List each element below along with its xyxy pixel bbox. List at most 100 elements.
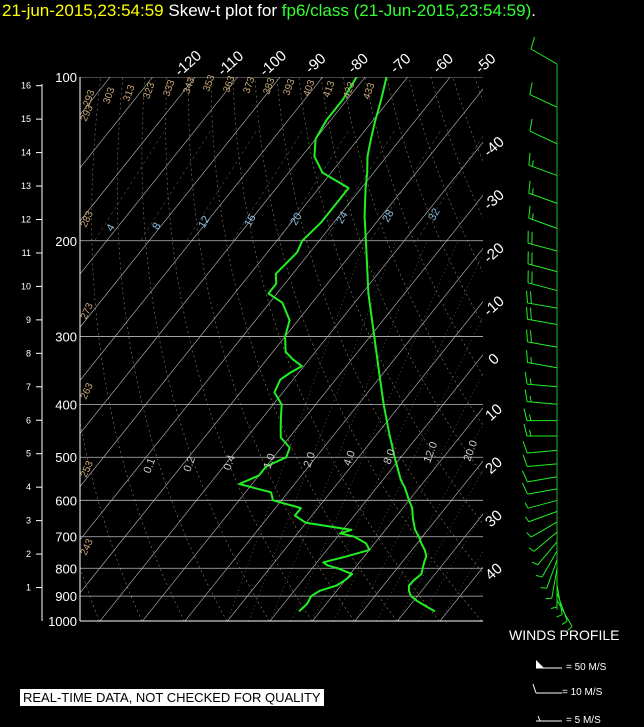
pressure-tick-label: 700: [55, 530, 77, 545]
height-tick-label: 7: [26, 382, 31, 392]
isotherm-line: [80, 88, 483, 594]
wind-barb: [527, 318, 558, 326]
wind-barb: [530, 521, 558, 538]
height-tick-label: 3: [26, 516, 31, 526]
moist-adiabat-line: [397, 469, 483, 621]
dry-adiabat-line: [607, 77, 644, 621]
pressure-tick-label: 300: [55, 330, 77, 345]
chart-series: [238, 77, 436, 613]
wind-barb: [527, 463, 558, 467]
header-station: fp6/class (21-Jun-2015,23:54:59): [281, 1, 532, 20]
isotherm-tick-label: -100: [256, 47, 290, 80]
moist-adiabat-label: 0.2: [182, 455, 199, 473]
mixing-ratio-line: [278, 129, 350, 241]
height-tick-label: 4: [26, 482, 31, 492]
pressure-tick-label: 600: [55, 493, 77, 508]
dry-adiabat-line: [320, 77, 483, 476]
wind-barb-flag: [530, 36, 535, 50]
height-tick-label: 15: [21, 114, 31, 124]
wind-barb-half-flag: [535, 574, 543, 578]
pressure-tick-label: 200: [55, 234, 77, 249]
wind-barb-flag: [521, 482, 528, 495]
wind-barb-half-flag: [528, 547, 535, 552]
height-tick-label: 14: [21, 148, 31, 158]
isotherm-tick-label: 10: [482, 401, 506, 425]
wind-barb-half-flag: [526, 532, 532, 538]
wind-barb: [527, 282, 558, 292]
wind-barb: [527, 488, 558, 495]
moist-adiabat-line: [291, 240, 459, 621]
height-tick-label: 13: [21, 181, 31, 191]
mixing-ratio-line: [416, 135, 483, 241]
isotherm-line: [439, 566, 483, 621]
wind-barb-flag: [526, 329, 528, 342]
dry-adiabat-line: [232, 77, 440, 621]
wind-barb-half-flag: [567, 625, 573, 631]
dewpoint-trace: [238, 77, 371, 613]
moist-adiabat-line: [439, 551, 483, 621]
dry-adiabat-line: [408, 77, 483, 273]
wind-barb: [527, 499, 558, 509]
pressure-tick-label: 1000: [48, 614, 77, 629]
wind-barb: [546, 559, 558, 589]
wind-barb-half-flag: [556, 614, 563, 618]
wind-barb-flag: [528, 205, 531, 219]
pressure-tick-label: 800: [55, 561, 77, 576]
chart-grid: [80, 77, 644, 621]
wind-barb-half-flag: [524, 516, 530, 523]
dry-adiabat-line: [91, 77, 185, 621]
moist-adiabat-label: 0.1: [142, 457, 159, 475]
isotherm-line: [99, 141, 483, 621]
moist-adiabat-line: [376, 423, 483, 621]
dry-adiabat-label: 413: [321, 79, 337, 99]
dry-adiabat-left-label: 253: [79, 459, 96, 479]
wind-barb-flag: [526, 350, 528, 363]
pressure-tick-label: 900: [55, 589, 77, 604]
wind-barb-half-flag: [532, 213, 534, 220]
wind-barb-flag: [522, 441, 528, 454]
dry-adiabat-line: [474, 77, 483, 102]
pressure-tick-label: 500: [55, 450, 77, 465]
isotherm-tick-label: -40: [480, 133, 507, 160]
mixing-ratio-label: 20: [288, 211, 305, 228]
legend-full-barb: [532, 683, 537, 694]
dry-adiabat-line: [298, 77, 483, 525]
wind-barb-half-flag: [529, 414, 532, 421]
height-tick-label: 16: [21, 81, 31, 91]
isotherm-line: [269, 354, 483, 621]
dry-adiabat-line: [141, 77, 270, 621]
wind-barb-half-flag: [524, 502, 529, 509]
isotherm-line: [354, 460, 483, 621]
dry-adiabat-label: 303: [101, 86, 117, 106]
mixing-ratio-label: 4: [104, 222, 117, 233]
height-tick-label: 1: [26, 583, 31, 593]
dry-adiabat-line: [80, 566, 100, 621]
wind-barb: [527, 476, 558, 483]
wind-barb-half-flag: [529, 395, 532, 403]
dry-adiabat-line: [210, 77, 398, 621]
isotherm-tick-label: 0: [485, 350, 503, 368]
dry-adiabat-line: [342, 77, 483, 426]
dry-adiabat-left-label: 283: [79, 209, 96, 229]
dry-adiabat-line: [519, 77, 644, 621]
wind-barb-half-flag: [531, 561, 538, 566]
mixing-ratio-line: [324, 129, 396, 241]
wind-barb: [528, 192, 558, 204]
isotherm-tick-label: 40: [482, 560, 506, 584]
height-tick-label: 8: [26, 348, 31, 358]
moist-adiabat-label: 4.0: [342, 449, 359, 467]
isotherm-line: [312, 407, 483, 621]
wind-barb: [551, 568, 558, 599]
mixing-ratio-line: [232, 129, 304, 241]
wind-barb-flag: [528, 180, 531, 194]
wind-barb: [529, 130, 558, 145]
wind-barb-flag: [529, 118, 533, 132]
isotherm-line: [80, 77, 408, 488]
wind-barb-flag: [521, 470, 528, 483]
mixing-ratio-label: 24: [334, 209, 351, 226]
wind-barb: [537, 541, 558, 566]
wind-barb: [527, 242, 558, 252]
dry-adiabat-left-label: 293: [79, 103, 96, 123]
isotherm-line: [80, 77, 196, 222]
